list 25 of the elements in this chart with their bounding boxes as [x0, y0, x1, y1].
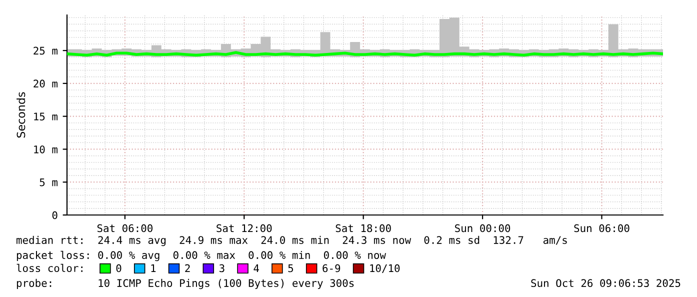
text: packet loss: 0.00 % avg 0.00 % max 0.00 % min 0.00 % now — [16, 250, 386, 262]
x-tick-label: Sun 00:00 — [455, 224, 510, 232]
y-tick-label: 20 m — [34, 80, 58, 88]
legend-label: 0 — [116, 264, 122, 272]
legend-label: 10/10 — [370, 264, 400, 273]
x-tick-label: Sat 12:00 — [216, 224, 272, 232]
text: Sun Oct 26 09:06:53 2025 — [531, 279, 680, 288]
x-tick-label: Sat 06:00 — [97, 224, 152, 232]
text: median rtt: 24.4 ms avg 24.9 ms max 24.0 ms min 24.3 ms now 0.2 ms sd 132.7 am/s — [16, 236, 567, 246]
x-tick-label: Sun 06:00 — [574, 224, 630, 232]
y-axis-title: Seconds — [16, 92, 26, 138]
y-tick-label: 15 m — [34, 112, 58, 120]
legend-label: 4 — [254, 264, 259, 272]
legend-label: 2 — [185, 264, 190, 272]
y-tick-label: 10 m — [34, 145, 58, 154]
y-tick-label: 0 — [52, 211, 58, 220]
legend-label: 6-9 — [322, 264, 340, 272]
legend-label: 5 — [288, 264, 294, 272]
y-tick-label: 5 m — [40, 178, 58, 186]
y-tick-label: 25 m — [34, 46, 58, 55]
legend-title: loss color: — [16, 264, 82, 272]
legend-label: 1 — [151, 264, 156, 272]
legend-label: 3 — [220, 264, 224, 272]
x-tick-label: Sat 18:00 — [336, 224, 391, 232]
text: probe: 10 ICMP Echo Pings (100 Bytes) every 300s — [16, 278, 354, 290]
